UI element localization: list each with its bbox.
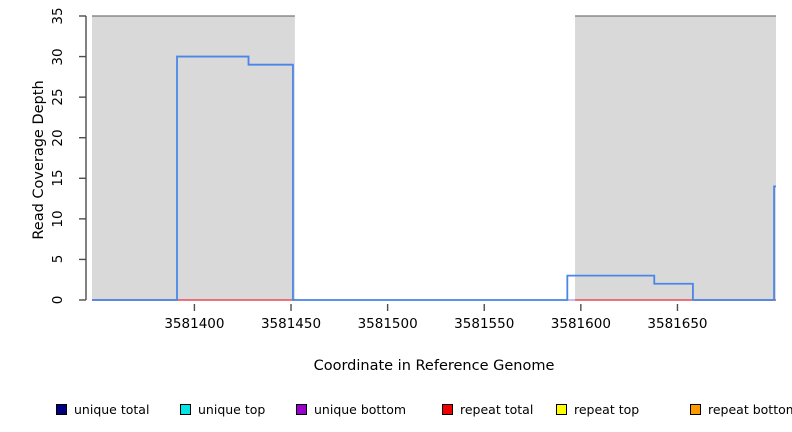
legend-item-unique-bottom[interactable]: unique bottom — [296, 396, 406, 422]
x-axis-label: Coordinate in Reference Genome — [313, 358, 555, 374]
square-swatch — [690, 403, 701, 415]
y-tick-label: 20 — [50, 129, 66, 147]
x-tick-label: 3581600 — [550, 316, 611, 332]
series-unique-total — [92, 55, 776, 301]
chart-legend: unique total unique top unique bottom repea… — [0, 396, 792, 422]
y-tick-label: 0 — [50, 295, 66, 305]
y-tick-label: 10 — [50, 210, 66, 228]
legend-label: repeat total — [460, 401, 534, 417]
y-tick-label: 35 — [50, 7, 66, 25]
legend-item-repeat-bottom[interactable]: repeat bottom — [690, 396, 792, 422]
square-swatch — [180, 403, 191, 415]
square-swatch — [56, 403, 67, 415]
square-swatch — [296, 403, 307, 415]
legend-label: unique bottom — [314, 401, 407, 417]
repeat-region-left — [92, 16, 295, 300]
x-tick-label: 3581550 — [454, 316, 515, 332]
legend-item-unique-top[interactable]: unique top — [180, 396, 265, 422]
y-tick-label: 25 — [50, 88, 66, 106]
x-tick-label: 3581650 — [647, 316, 708, 332]
repeat-region-right — [575, 16, 776, 300]
y-tick-label: 5 — [50, 255, 66, 264]
legend-item-repeat-total[interactable]: repeat total — [442, 396, 533, 422]
x-tick-label: 3581450 — [260, 316, 322, 332]
x-tick-label: 3581500 — [357, 316, 418, 332]
x-tick-label: 3581400 — [164, 316, 225, 332]
legend-label: repeat top — [574, 401, 640, 417]
legend-item-unique-total[interactable]: unique total — [56, 396, 149, 422]
square-swatch — [556, 403, 567, 415]
legend-label: unique total — [74, 401, 150, 417]
legend-item-repeat-top[interactable]: repeat top — [556, 396, 639, 422]
legend-label: repeat bottom — [708, 401, 792, 417]
y-tick-label: 30 — [50, 47, 66, 66]
square-swatch — [442, 403, 453, 415]
y-tick-label: 15 — [50, 169, 66, 187]
legend-label: unique top — [198, 401, 266, 417]
